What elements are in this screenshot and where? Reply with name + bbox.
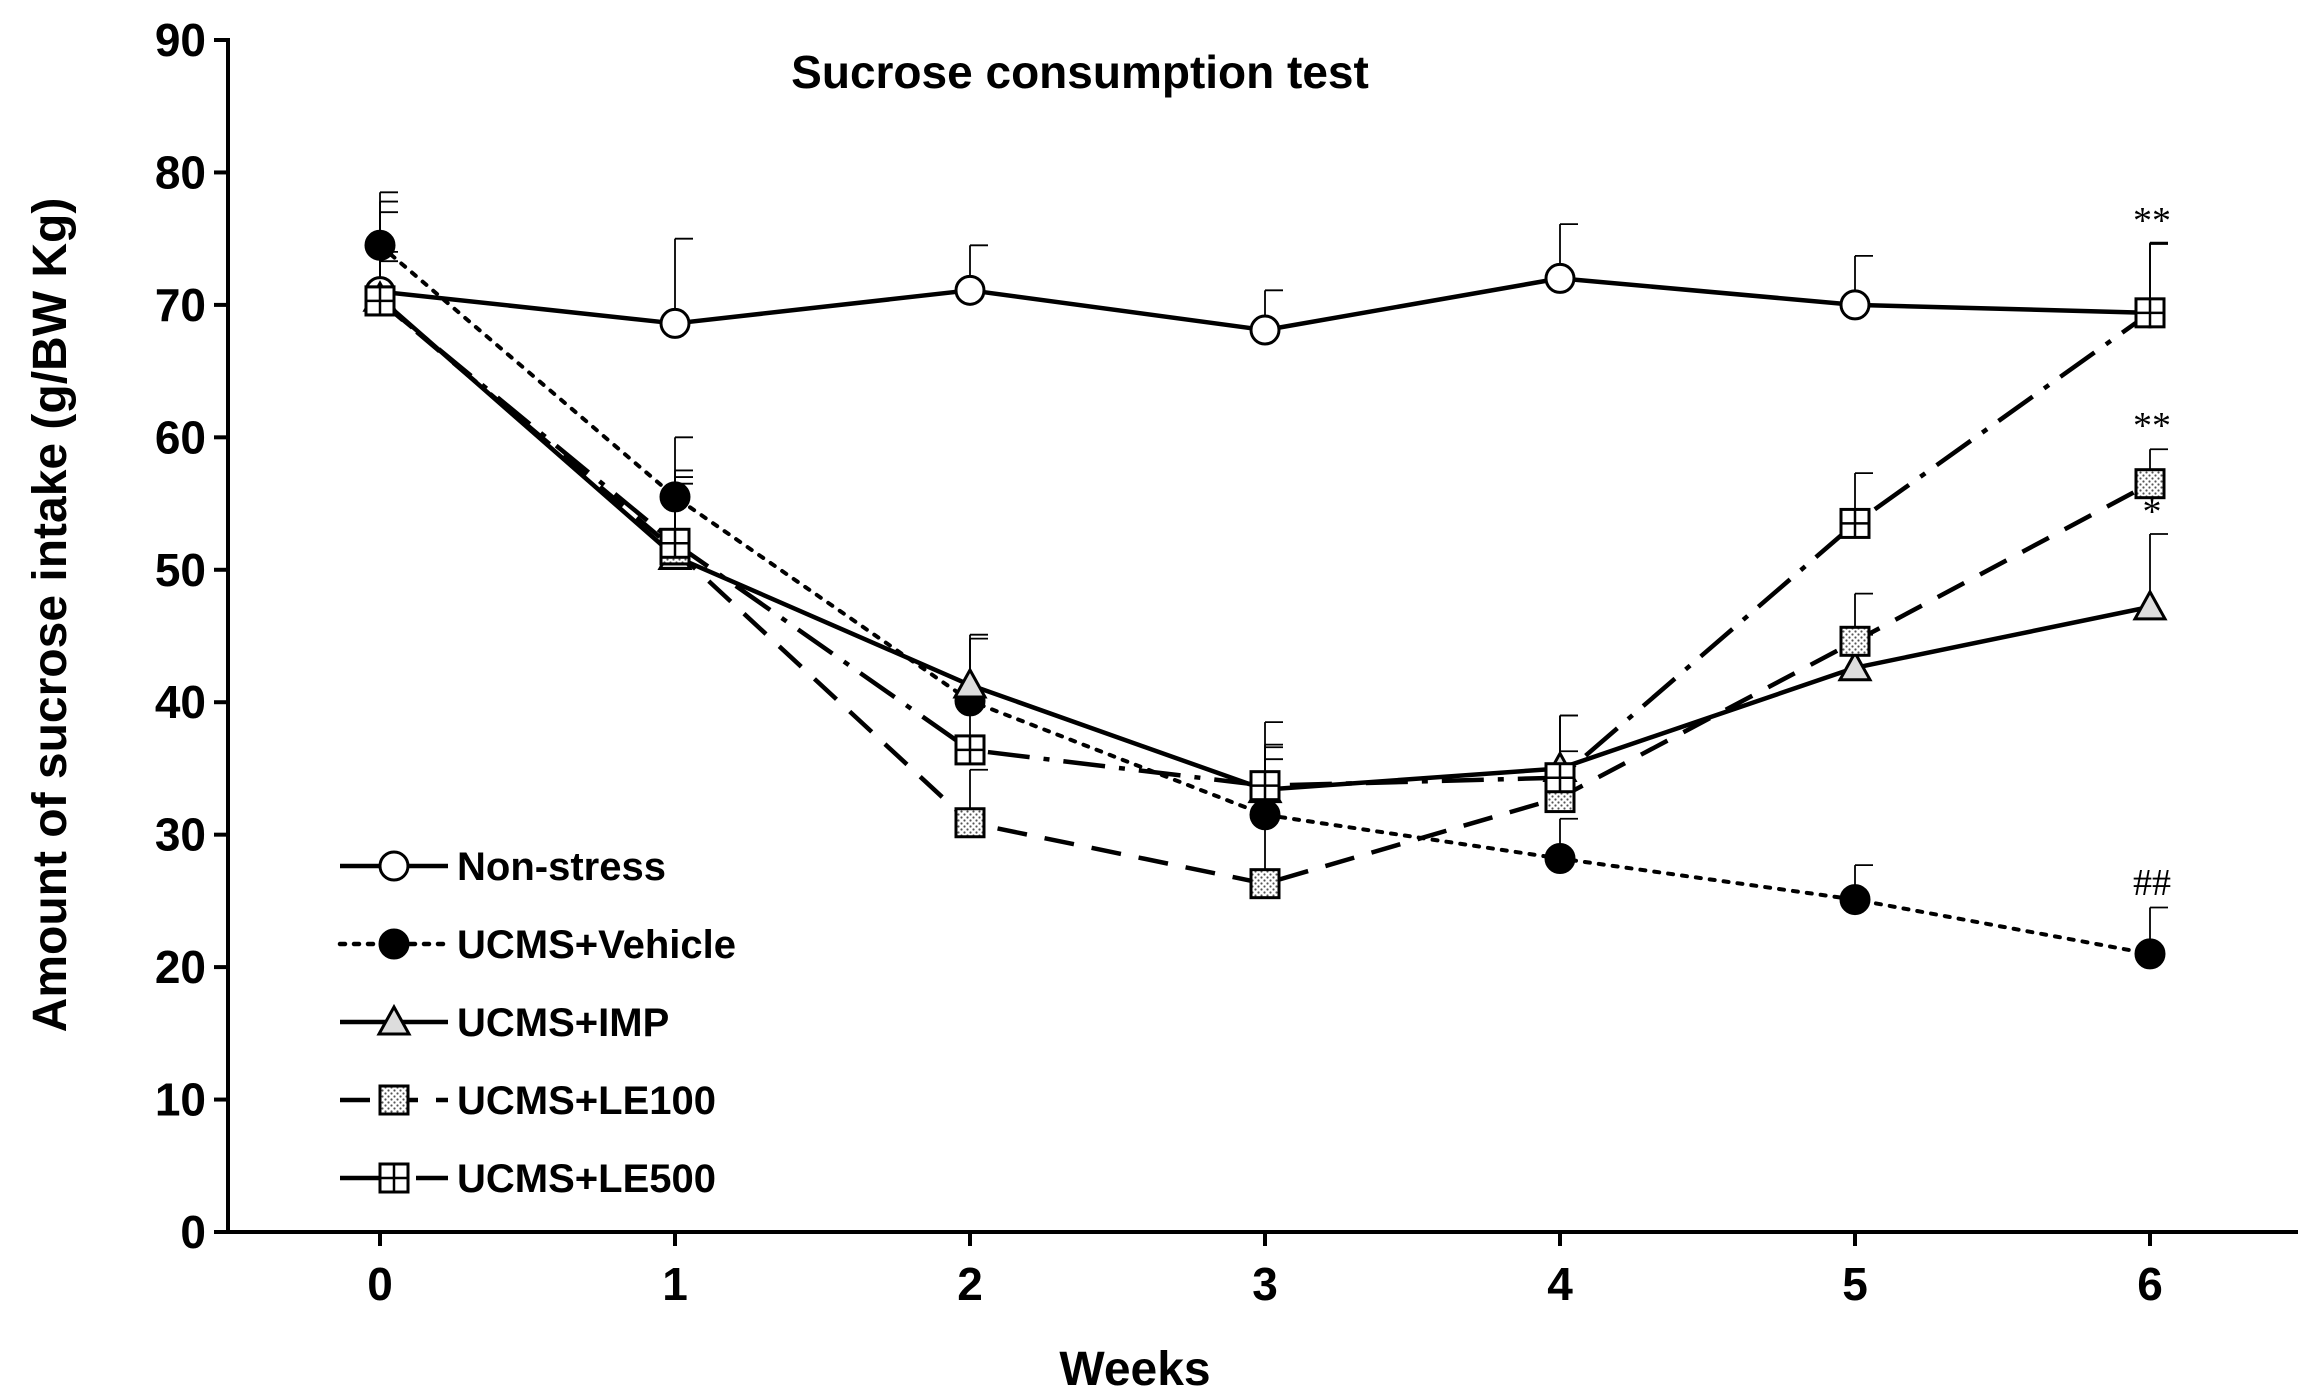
marker-open-circle bbox=[1839, 289, 1871, 321]
x-tick-label: 2 bbox=[957, 1258, 983, 1310]
marker-triangle bbox=[1837, 649, 1873, 682]
y-tick-label: 90 bbox=[155, 14, 206, 66]
y-tick-label: 0 bbox=[180, 1206, 206, 1258]
data-point-ucms-le500 bbox=[364, 285, 396, 317]
data-point-ucms-vehicle bbox=[1839, 884, 1871, 916]
marker-filled-circle bbox=[1544, 843, 1576, 875]
x-tick-label: 4 bbox=[1547, 1258, 1573, 1310]
data-point-ucms-le500 bbox=[1544, 762, 1576, 794]
legend-marker-ucms-le100 bbox=[378, 1084, 410, 1116]
chart-title: Sucrose consumption test bbox=[791, 46, 1369, 98]
data-point-ucms-le100 bbox=[1249, 868, 1281, 900]
x-tick-label: 5 bbox=[1842, 1258, 1868, 1310]
marker-filled-circle bbox=[1249, 799, 1281, 831]
marker-open-circle bbox=[378, 850, 410, 882]
y-axis-title: Amount of sucrose intake (g/BW Kg) bbox=[24, 198, 77, 1033]
data-point-ucms-vehicle bbox=[1249, 799, 1281, 831]
x-tick-label: 0 bbox=[367, 1258, 393, 1310]
marker-filled-circle bbox=[2134, 938, 2166, 970]
marker-open-circle bbox=[954, 274, 986, 306]
legend-marker-ucms-vehicle bbox=[378, 928, 410, 960]
marker-dotted-square bbox=[954, 807, 986, 839]
x-axis-title: Weeks bbox=[1059, 1343, 1210, 1396]
legend-marker-non-stress bbox=[378, 850, 410, 882]
marker-open-circle bbox=[659, 307, 691, 339]
data-point-ucms-vehicle bbox=[2134, 938, 2166, 970]
y-tick-label: 70 bbox=[155, 279, 206, 331]
data-point-ucms-le500 bbox=[659, 527, 691, 559]
data-point-ucms-vehicle bbox=[364, 229, 396, 261]
data-point-non-stress bbox=[1544, 262, 1576, 294]
marker-filled-circle bbox=[378, 928, 410, 960]
data-point-ucms-le500 bbox=[1249, 770, 1281, 802]
data-point-ucms-le500 bbox=[954, 734, 986, 766]
y-tick-label: 10 bbox=[155, 1074, 206, 1126]
data-point-ucms-le100 bbox=[2134, 468, 2166, 500]
marker-triangle bbox=[952, 666, 988, 699]
legend-marker-ucms-imp bbox=[376, 1003, 412, 1036]
data-point-non-stress bbox=[954, 274, 986, 306]
legend-label-non-stress: Non-stress bbox=[457, 845, 666, 889]
marker-open-circle bbox=[1249, 314, 1281, 346]
data-point-ucms-imp bbox=[2132, 588, 2168, 621]
series-line-ucms-le500 bbox=[378, 299, 2152, 788]
legend-label-ucms-vehicle: UCMS+Vehicle bbox=[457, 923, 736, 967]
legend-label-ucms-le500: UCMS+LE500 bbox=[457, 1157, 716, 1201]
x-tick-label: 6 bbox=[2137, 1258, 2163, 1310]
marker-dotted-square bbox=[2134, 468, 2166, 500]
marker-dotted-square bbox=[1839, 625, 1871, 657]
legend-marker-ucms-le500 bbox=[378, 1162, 410, 1194]
legend-item-ucms-vehicle: UCMS+Vehicle bbox=[337, 923, 736, 967]
significance-mark: * bbox=[2143, 491, 2162, 533]
y-tick-label: 20 bbox=[155, 941, 206, 993]
data-point-ucms-le100 bbox=[954, 807, 986, 839]
series-line-ucms-imp bbox=[378, 296, 2151, 792]
marker-dotted-square bbox=[378, 1084, 410, 1116]
legend-label-ucms-imp: UCMS+IMP bbox=[457, 1001, 669, 1045]
marker-filled-circle bbox=[1839, 884, 1871, 916]
marker-triangle bbox=[2132, 588, 2168, 621]
legend-item-non-stress: Non-stress bbox=[340, 845, 666, 889]
legend-item-ucms-le500: UCMS+LE500 bbox=[340, 1157, 716, 1201]
significance-mark: ## bbox=[2133, 862, 2171, 904]
data-point-ucms-imp bbox=[1837, 649, 1873, 682]
data-point-non-stress bbox=[1249, 314, 1281, 346]
data-point-ucms-le100 bbox=[1839, 625, 1871, 657]
y-tick-label: 60 bbox=[155, 411, 206, 463]
y-tick-label: 30 bbox=[155, 809, 206, 861]
data-point-ucms-vehicle bbox=[1544, 843, 1576, 875]
x-tick-label: 1 bbox=[662, 1258, 688, 1310]
y-tick-label: 80 bbox=[155, 146, 206, 198]
y-tick-label: 40 bbox=[155, 676, 206, 728]
data-point-non-stress bbox=[1839, 289, 1871, 321]
legend-item-ucms-le100: UCMS+LE100 bbox=[340, 1079, 716, 1123]
y-tick-label: 50 bbox=[155, 544, 206, 596]
axes: 0 10 20 30 40 50 60 70 80 90 0 1 2 3 4 5 6 bbox=[155, 14, 2298, 1310]
legend-label-ucms-le100: UCMS+LE100 bbox=[457, 1079, 716, 1123]
series-markers bbox=[362, 229, 2168, 970]
marker-filled-circle bbox=[659, 481, 691, 513]
marker-triangle bbox=[376, 1003, 412, 1036]
data-point-ucms-le500 bbox=[2134, 297, 2166, 329]
significance-mark: ** bbox=[2133, 405, 2171, 447]
marker-dotted-square bbox=[1249, 868, 1281, 900]
data-point-ucms-vehicle bbox=[659, 481, 691, 513]
marker-filled-circle bbox=[364, 229, 396, 261]
x-tick-label: 3 bbox=[1252, 1258, 1278, 1310]
legend-item-ucms-imp: UCMS+IMP bbox=[340, 1001, 669, 1045]
marker-open-circle bbox=[1544, 262, 1576, 294]
data-point-ucms-imp bbox=[952, 666, 988, 699]
significance-annotations: *****## bbox=[2133, 200, 2171, 904]
significance-mark: ** bbox=[2133, 200, 2171, 242]
legend: Non-stress UCMS+Vehicle UCMS+IMP UCMS+LE100… bbox=[337, 845, 736, 1201]
data-point-ucms-le500 bbox=[1839, 507, 1871, 539]
data-point-non-stress bbox=[659, 307, 691, 339]
